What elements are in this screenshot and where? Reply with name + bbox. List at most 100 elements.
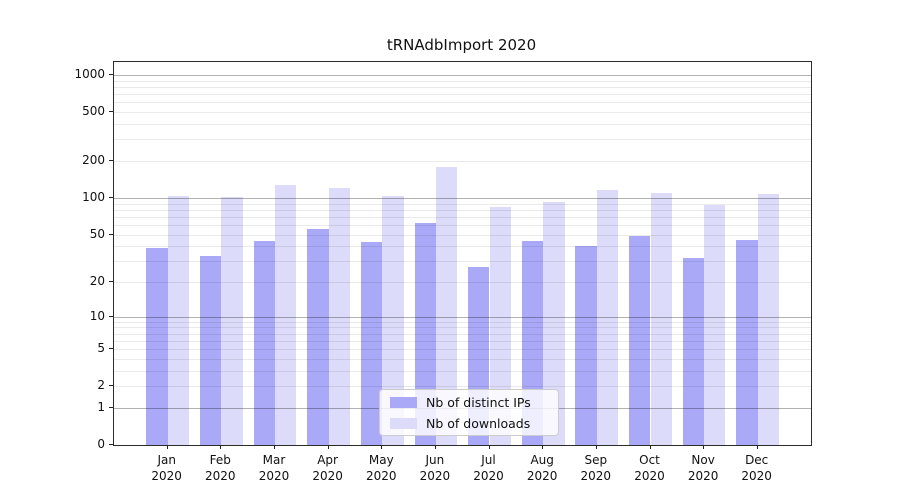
gridline-major	[114, 197, 811, 199]
x-tick-mark	[220, 445, 222, 449]
gridline-major	[114, 316, 811, 318]
bar-downloads-jan	[167, 196, 190, 445]
gridline-major	[114, 75, 811, 76]
legend-label: Nb of downloads	[426, 415, 531, 431]
gridline-minor	[114, 203, 811, 205]
y-tick-mark	[109, 348, 113, 350]
legend-swatch-downloads	[390, 417, 417, 429]
x-tick-mark	[327, 445, 329, 449]
y-tick-label: 500	[82, 104, 105, 119]
y-tick-mark	[109, 74, 113, 75]
x-tick-label-jan: Jan 2020	[151, 453, 182, 483]
bar-downloads-may	[382, 196, 404, 445]
legend-item-distinct-ips: Nb of distinct IPs	[380, 394, 558, 411]
gridline-minor	[114, 216, 811, 218]
y-tick-label: 100	[82, 189, 105, 204]
x-tick-mark	[488, 445, 490, 449]
gridline-minor	[114, 87, 811, 88]
gridline-minor	[114, 386, 811, 388]
bar-distinct-ips-dec	[736, 240, 758, 445]
y-tick-mark	[109, 385, 113, 387]
y-tick-mark	[109, 160, 113, 161]
legend-swatch-distinct-ips	[390, 396, 417, 408]
bar-downloads-aug	[543, 201, 565, 445]
gridline-minor	[114, 161, 811, 162]
gridline-minor	[114, 327, 811, 329]
gridline-minor	[114, 358, 811, 360]
x-tick-mark	[381, 445, 383, 449]
gridline-minor	[114, 102, 811, 104]
y-tick-label: 5	[97, 341, 105, 356]
gridline-minor	[114, 224, 811, 226]
y-tick-mark	[109, 281, 113, 282]
x-tick-mark	[595, 445, 597, 449]
y-tick-label: 50	[89, 226, 105, 241]
bar-distinct-ips-nov	[682, 257, 705, 445]
y-tick-mark	[109, 315, 113, 317]
bar-downloads-jul	[489, 207, 511, 445]
y-tick-label: 1000	[74, 67, 105, 81]
gridline-minor	[114, 94, 811, 96]
x-tick-mark	[703, 445, 705, 449]
gridline-minor	[114, 80, 811, 82]
gridline-minor	[114, 209, 811, 211]
gridline-minor	[114, 340, 811, 342]
bar-downloads-oct	[650, 192, 672, 445]
y-tick-label: 200	[82, 153, 105, 167]
bar-downloads-dec	[757, 193, 780, 445]
x-tick-mark	[274, 445, 275, 449]
bar-downloads-apr	[328, 188, 350, 445]
y-tick-mark	[109, 444, 113, 445]
bar-downloads-sep	[596, 190, 619, 445]
bar-distinct-ips-jan	[146, 247, 168, 445]
bar-distinct-ips-feb	[199, 256, 222, 445]
x-tick-mark	[542, 445, 544, 449]
x-tick-label-apr: Apr 2020	[312, 453, 343, 483]
bar-distinct-ips-mar	[253, 241, 275, 445]
x-tick-label-oct: Oct 2020	[634, 453, 665, 483]
y-tick-mark	[109, 111, 113, 113]
bar-distinct-ips-sep	[575, 246, 597, 445]
x-tick-label-nov: Nov 2020	[687, 453, 719, 483]
gridline-minor	[114, 139, 811, 141]
x-tick-mark	[756, 445, 758, 449]
y-tick-label: 1	[97, 399, 105, 414]
x-tick-mark	[649, 445, 651, 449]
x-tick-label-dec: Dec 2020	[741, 453, 772, 483]
chart-title: tRNAdbImport 2020	[386, 36, 537, 54]
y-tick-mark	[109, 233, 113, 235]
x-tick-label-aug: Aug 2020	[526, 453, 558, 483]
x-tick-mark	[166, 445, 168, 449]
bar-distinct-ips-may	[360, 242, 383, 445]
x-tick-label-may: May 2020	[366, 453, 397, 483]
x-tick-label-feb: Feb 2020	[205, 453, 236, 483]
x-tick-label-jul: Jul 2020	[473, 453, 504, 483]
gridline-minor	[114, 246, 811, 248]
y-tick-label: 10	[89, 308, 105, 323]
gridline-minor	[114, 234, 811, 236]
gridline-minor	[114, 349, 811, 351]
gridline-minor	[114, 333, 811, 335]
gridline-minor	[114, 261, 811, 263]
x-tick-mark	[434, 445, 436, 449]
y-tick-mark	[109, 196, 113, 198]
legend: Nb of distinct IPs Nb of downloads	[379, 389, 559, 436]
y-tick-label: 2	[97, 378, 105, 393]
bar-distinct-ips-apr	[307, 228, 329, 445]
plot-area: Nb of distinct IPs Nb of downloads	[113, 61, 812, 446]
gridline-minor	[114, 282, 811, 283]
x-tick-label-mar: Mar 2020	[258, 453, 290, 483]
bar-downloads-mar	[275, 184, 297, 445]
y-tick-mark	[109, 406, 113, 408]
legend-item-downloads: Nb of downloads	[380, 415, 558, 432]
gridline-minor	[114, 112, 811, 114]
y-tick-label: 0	[97, 437, 105, 451]
legend-label: Nb of distinct IPs	[426, 394, 531, 410]
bar-downloads-nov	[704, 205, 726, 445]
y-tick-label: 20	[89, 274, 105, 288]
gridline-minor	[114, 370, 811, 372]
bar-distinct-ips-oct	[629, 235, 651, 445]
bar-downloads-feb	[221, 197, 243, 445]
x-tick-label-jun: Jun 2020	[419, 453, 451, 483]
